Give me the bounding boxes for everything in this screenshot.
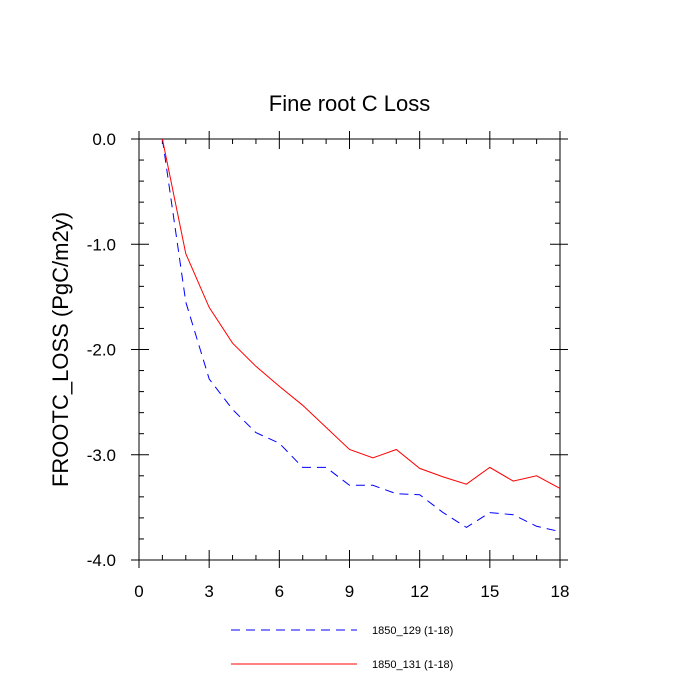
x-tick-label: 9 xyxy=(345,582,354,601)
y-tick-label: 0.0 xyxy=(92,130,116,149)
series-line xyxy=(161,138,561,533)
y-axis-label: FROOTC_LOSS (PgC/m2y) xyxy=(48,212,73,487)
x-tick-label: 3 xyxy=(204,582,213,601)
axis-ticks: 0 3 6 9 12 15 18 0.0 -1.0 -2.0 -3.0 -4.0 xyxy=(87,130,570,601)
legend-label: 1850_131 (1-18) xyxy=(372,659,453,671)
y-tick-label: -2.0 xyxy=(87,341,116,360)
chart-title: Fine root C Loss xyxy=(269,91,430,116)
y-tick-label: -3.0 xyxy=(87,446,116,465)
x-tick-label: 12 xyxy=(410,582,429,601)
x-tick-label: 15 xyxy=(480,582,499,601)
x-tick-label: 0 xyxy=(134,582,143,601)
y-tick-label: -4.0 xyxy=(87,551,116,570)
series-lines xyxy=(161,138,561,533)
plot-frame xyxy=(138,138,561,561)
x-tick-label: 6 xyxy=(275,582,284,601)
series-line xyxy=(161,138,561,489)
legend: 1850_129 (1-18) 1850_131 (1-18) xyxy=(231,625,453,671)
legend-label: 1850_129 (1-18) xyxy=(372,625,453,637)
x-tick-label: 18 xyxy=(551,582,570,601)
y-tick-label: -1.0 xyxy=(87,235,116,254)
